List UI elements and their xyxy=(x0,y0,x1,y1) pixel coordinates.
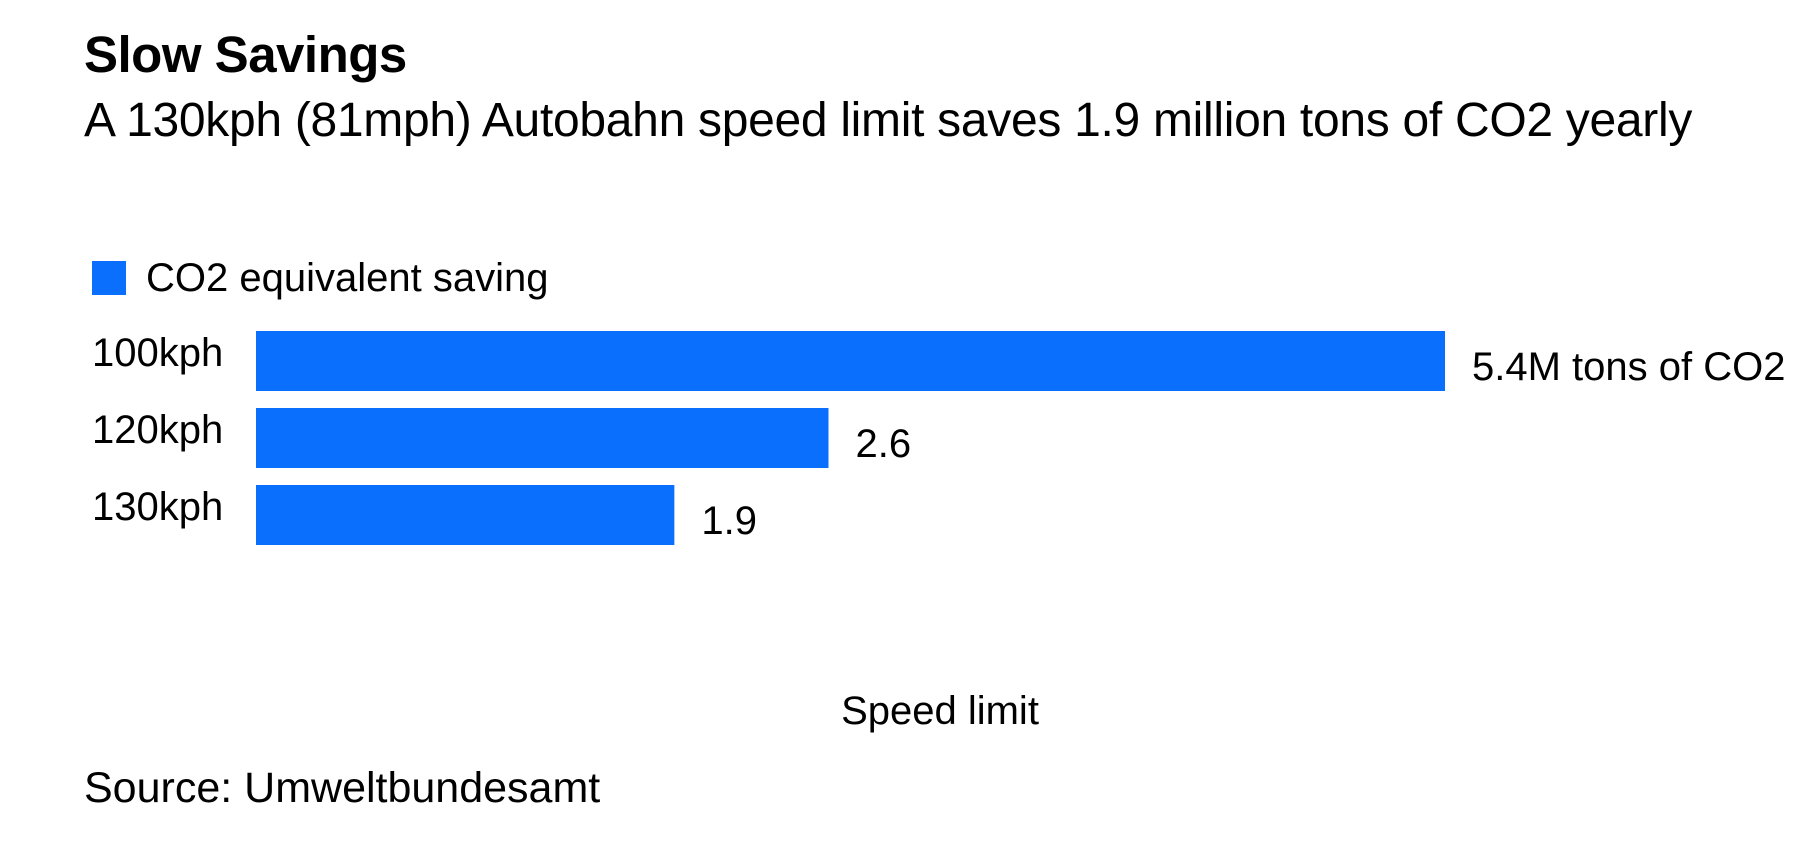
legend-swatch xyxy=(92,261,126,295)
chart-subtitle: A 130kph (81mph) Autobahn speed limit sa… xyxy=(84,94,1693,147)
bar-100kph xyxy=(256,331,1445,391)
data-label: 2.6 xyxy=(855,422,911,466)
bar-120kph xyxy=(256,408,829,468)
x-axis-label: Speed limit xyxy=(841,689,1039,733)
legend: CO2 equivalent saving xyxy=(92,253,548,303)
bar-130kph xyxy=(256,485,675,545)
category-label: 100kph xyxy=(92,331,223,375)
legend-label: CO2 equivalent saving xyxy=(146,255,549,300)
source-note: Source: Umweltbundesamt xyxy=(84,764,601,812)
category-label: 130kph xyxy=(92,485,223,529)
chart-title: Slow Savings xyxy=(84,26,407,83)
data-label: 1.9 xyxy=(701,499,757,543)
data-label: 5.4M tons of CO2 xyxy=(1472,345,1785,389)
category-label: 120kph xyxy=(92,408,223,452)
bars-layer: 100kph 5.4M tons of CO2 120kph 2.6 130kph 1.9 xyxy=(92,331,1785,545)
